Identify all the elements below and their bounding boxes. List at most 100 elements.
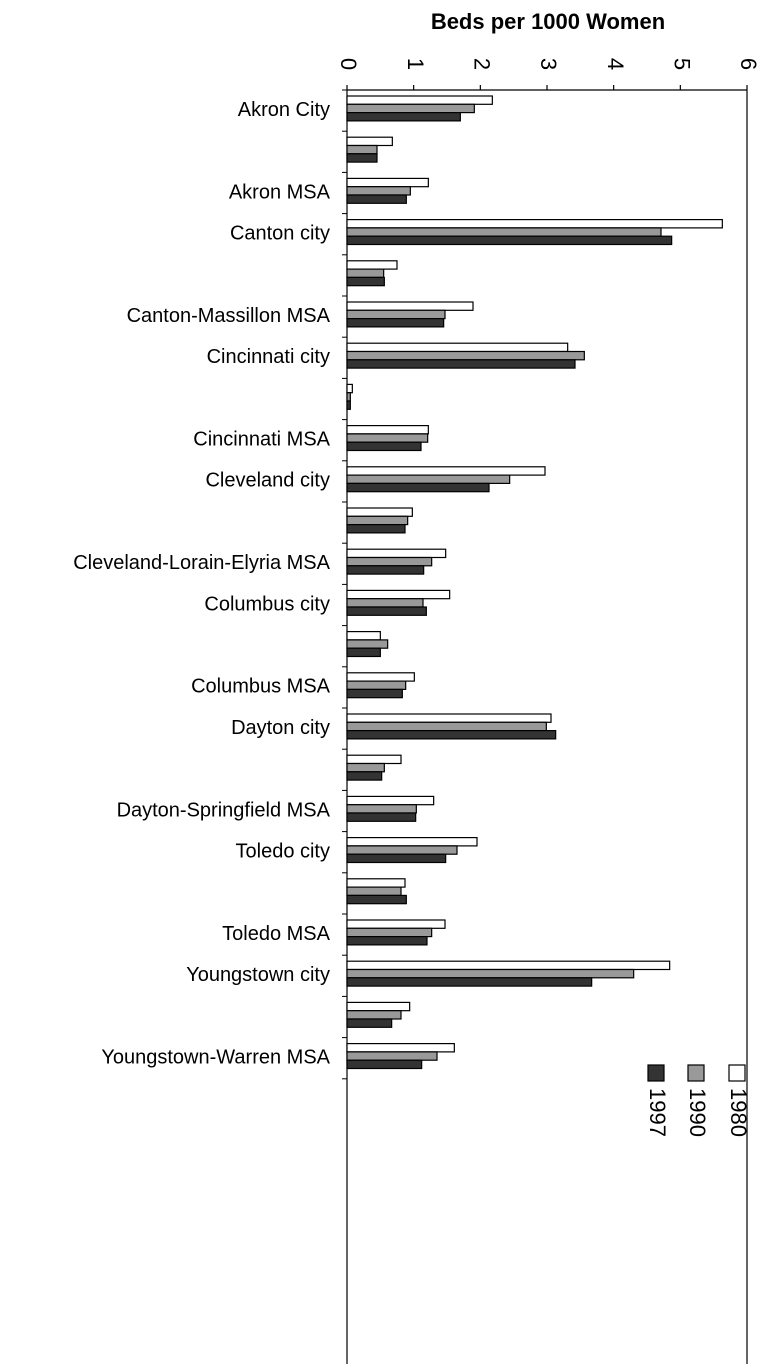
category-label: Dayton city (231, 717, 330, 739)
bar-1997 (346, 977, 593, 987)
bar-1997 (346, 894, 407, 905)
bar-1990 (346, 350, 585, 361)
bar-1997 (346, 276, 385, 287)
x-tick-label: 2 (470, 58, 495, 70)
category-label: Cleveland-Lorain-Elyria MSA (73, 552, 330, 574)
category-label: Canton-Massillon MSA (127, 305, 331, 327)
bar-1980 (346, 342, 569, 353)
bar-1990 (346, 721, 547, 732)
bar-1980 (346, 630, 381, 641)
x-tick-label: 5 (670, 58, 695, 70)
category-labels: Akron City Akron MSA Canton city Canton-Mas… (73, 99, 330, 1069)
bar-1997 (346, 606, 427, 616)
x-tick-label: 3 (536, 58, 561, 70)
bar-1990 (346, 968, 635, 979)
bar-1997 (346, 935, 428, 946)
x-axis-title: Beds per 1000 Women (431, 9, 665, 34)
bar-1997 (346, 688, 403, 699)
bar-1980 (346, 960, 671, 971)
bar-1980 (346, 177, 429, 188)
bar-1997 (346, 1059, 423, 1070)
bar-1990 (346, 598, 424, 608)
bar-1997 (346, 111, 461, 122)
bar-1997 (346, 441, 422, 452)
legend-swatch-1997 (647, 1064, 665, 1082)
category-label: Cleveland city (205, 470, 330, 492)
bar-1990 (346, 556, 433, 567)
category-label: Cincinnati MSA (193, 428, 330, 450)
bar-1990 (346, 680, 407, 690)
category-label: Toledo MSA (222, 923, 330, 945)
legend: 1980 1990 1997 (645, 1064, 751, 1137)
bar-1997 (346, 812, 417, 822)
category-label: Akron MSA (229, 181, 331, 203)
category-label: Youngstown-Warren MSA (101, 1046, 330, 1068)
bar-1990 (346, 515, 409, 526)
bar-1980 (346, 672, 415, 682)
bar-1990 (346, 268, 385, 279)
category-label: Columbus MSA (191, 676, 331, 698)
category-label: Toledo city (236, 840, 331, 862)
bar-1997 (346, 400, 351, 410)
bar-1997 (346, 153, 378, 163)
x-tick-label: 0 (336, 58, 361, 70)
bar-1980 (346, 1001, 411, 1012)
bar-1980 (346, 548, 447, 559)
bar-1980 (346, 425, 429, 435)
legend-swatch-1990 (687, 1064, 705, 1082)
bar-1980 (346, 713, 552, 723)
bar-1997 (346, 771, 383, 781)
bar-1997 (346, 729, 557, 740)
bar-1990 (346, 227, 662, 237)
bar-1997 (346, 359, 576, 369)
bar-1997 (346, 523, 406, 534)
bar-1997 (346, 647, 381, 658)
category-label: Dayton-Springfield MSA (117, 799, 331, 821)
bar-1980 (346, 260, 398, 270)
bar-1997 (346, 565, 425, 575)
bar-1980 (346, 301, 474, 311)
category-label: Cincinnati city (207, 346, 330, 368)
bar-1997 (346, 1018, 393, 1028)
legend-swatch-1980 (728, 1064, 746, 1082)
bar-1990 (346, 804, 417, 814)
category-label: Columbus city (204, 593, 330, 615)
x-tick-label: 1 (403, 58, 428, 70)
category-label: Canton city (230, 222, 330, 244)
bar-1990 (346, 639, 389, 649)
bar-1980 (346, 589, 451, 600)
bar-1980 (346, 466, 546, 476)
bar-1997 (346, 194, 407, 204)
legend-label: 1980 (726, 1088, 751, 1137)
bar-1980 (346, 383, 353, 394)
bar-1980 (346, 878, 406, 888)
bar-1990 (346, 1051, 438, 1061)
bar-1997 (346, 318, 445, 328)
bar-1980 (346, 836, 478, 847)
x-tick-label: 4 (603, 58, 628, 70)
bar-1990 (346, 1010, 402, 1020)
bar-1980 (346, 136, 393, 147)
x-axis-ticks: 0 1 2 3 4 5 6 (336, 58, 760, 90)
bar-1980 (346, 919, 446, 929)
x-tick-label: 6 (736, 58, 760, 70)
legend-label: 1997 (645, 1088, 670, 1137)
bar-1990 (346, 186, 411, 196)
bar-1980 (346, 754, 402, 765)
bar-1980 (346, 95, 493, 105)
bar-1990 (346, 762, 385, 773)
bar-1990 (346, 392, 351, 402)
bar-1990 (346, 309, 446, 320)
bar-1980 (346, 507, 413, 517)
bar-1997 (346, 482, 490, 493)
bar-1997 (346, 853, 447, 864)
bar-1997 (346, 235, 673, 246)
bar-1980 (346, 795, 435, 806)
bar-1980 (346, 1042, 455, 1053)
legend-label: 1990 (685, 1088, 710, 1137)
bar-1990 (346, 886, 402, 896)
bar-1990 (346, 433, 429, 443)
bar-1990 (346, 103, 475, 114)
bar-1990 (346, 474, 511, 485)
